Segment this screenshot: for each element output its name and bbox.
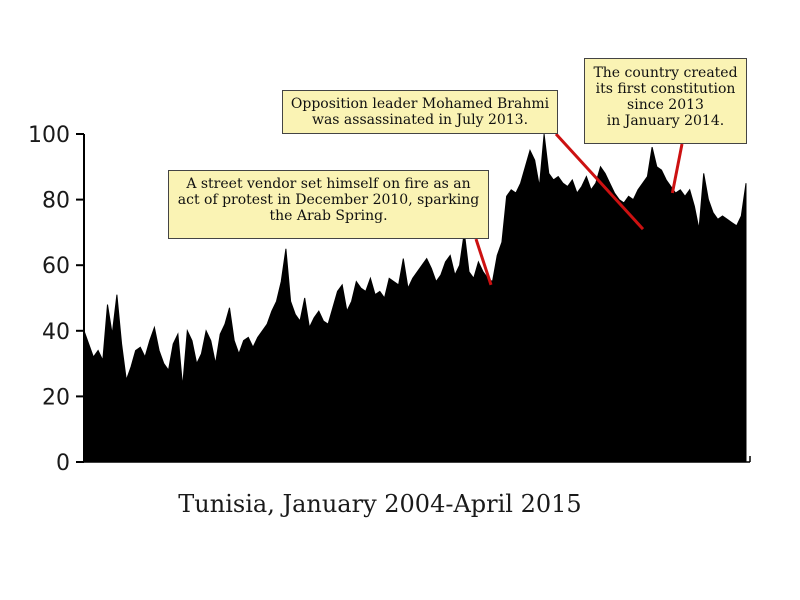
annotation-line: the Arab Spring.: [269, 208, 388, 224]
annotation-brahmi: Opposition leader Mohamed Brahmi was ass…: [282, 90, 558, 134]
annotation-street-vendor: A street vendor set himself on fire as a…: [168, 170, 489, 239]
annotation-line: its first constitution: [595, 81, 736, 97]
annotation-leader-line: [554, 132, 645, 231]
y-tick-label: 40: [42, 320, 70, 345]
annotation-line: was assassinated in July 2013.: [311, 112, 529, 128]
annotation-line: A street vendor set himself on fire as a…: [186, 176, 471, 192]
annotation-line: since 2013: [627, 97, 704, 113]
y-tick-label: 100: [28, 123, 70, 148]
y-tick-label: 80: [42, 189, 70, 214]
x-axis-label: Tunisia, January 2004-April 2015: [178, 490, 582, 518]
annotation-line: act of protest in December 2010, sparkin…: [177, 192, 480, 208]
annotation-leader-line: [670, 143, 684, 194]
annotation-line: in January 2014.: [606, 113, 725, 129]
y-tick-label: 60: [42, 254, 70, 279]
annotation-leaders: [474, 132, 684, 286]
y-tick-label: 0: [56, 451, 70, 476]
y-tick-label: 20: [42, 385, 70, 410]
annotation-leader-line: [474, 238, 493, 286]
annotation-line: The country created: [593, 65, 738, 81]
annotation-constitution: The country created its first constituti…: [584, 58, 747, 144]
annotation-line: Opposition leader Mohamed Brahmi: [290, 96, 550, 112]
area-layer: [83, 133, 747, 463]
